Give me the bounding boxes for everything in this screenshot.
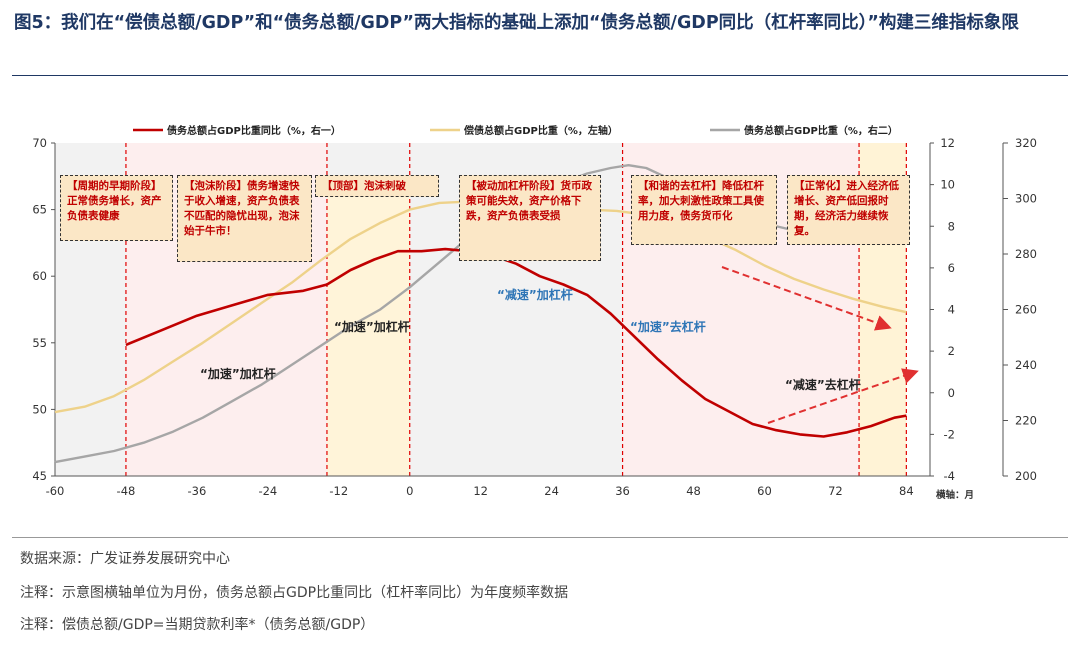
axes: -60 -48 -36 -24 -12 0 12 24 36 48 60 72 84 横轴：月455055…: [32, 136, 1037, 501]
x-tick-label: 36: [615, 484, 630, 498]
y-right1-tick-label: -2: [944, 427, 955, 441]
trend-arrow-down: [721, 266, 892, 331]
y-right2-tick-label: 240: [1015, 358, 1037, 372]
y-right1-tick-label: 12: [940, 136, 955, 150]
y-right1-tick-label: 6: [948, 261, 955, 275]
y-left-tick-label: 50: [32, 402, 47, 416]
source-note: 数据来源：广发证券发展研究中心: [20, 551, 230, 567]
stage-label: “减速”去杠杆: [785, 378, 861, 392]
x-axis-label: 横轴：月: [936, 489, 974, 501]
y-right2-tick-label: 200: [1015, 469, 1037, 483]
y-right1-tick-label: 8: [948, 219, 955, 233]
y-right2-tick-label: 300: [1015, 192, 1037, 206]
x-tick-label: 60: [757, 484, 772, 498]
y-right1-tick-label: 4: [948, 303, 955, 317]
footer-rule: [12, 537, 1068, 538]
y-right1-tick-label: 10: [940, 178, 955, 192]
x-tick-label: 48: [686, 484, 701, 498]
x-tick-label: -60: [46, 484, 65, 498]
legend-label: 债务总额占GDP比重同比（%，右一）: [167, 124, 341, 137]
note-2: 注释：偿债总额/GDP=当期贷款利率*（债务总额/GDP）: [20, 617, 375, 633]
y-right2-tick-label: 280: [1015, 247, 1037, 261]
trend-arrows: [721, 266, 919, 424]
x-tick-label: 72: [828, 484, 843, 498]
legend-label: 债务总额占GDP比重（%，右二）: [744, 124, 898, 137]
note-1: 注释：示意图横轴单位为月份，债务总额占GDP比重同比（杠杆率同比）为年度频率数据: [20, 585, 569, 601]
stage-label: “减速”加杠杆: [497, 288, 573, 302]
stage-annotation: 【正常化】进入经济低增长、资产低回报时期，经济活力继续恢复。: [787, 175, 910, 245]
stage-annotation: 【泡沫阶段】债务增速快于收入增速，资产负债表不匹配的隐忧出现，泡沫始于牛市！: [177, 175, 312, 262]
y-right2-tick-label: 220: [1015, 414, 1037, 428]
stage-annotation: 【被动加杠杆阶段】货币政策可能失效，资产价格下跌，资产负债表受损: [459, 175, 601, 261]
x-tick-label: 0: [406, 484, 413, 498]
y-right2-tick-label: 260: [1015, 303, 1037, 317]
chart-svg: -60 -48 -36 -24 -12 0 12 24 36 48 60 72 84 横轴：月455055…: [32, 124, 1037, 501]
x-tick-label: -24: [258, 484, 277, 498]
y-right1-tick-label: 0: [948, 386, 955, 400]
x-tick-label: -48: [117, 484, 136, 498]
legend: 债务总额占GDP比重同比（%，右一） 偿债总额占GDP比重（%，左轴） 债务总额占G…: [133, 124, 898, 137]
legend-label: 偿债总额占GDP比重（%，左轴）: [464, 124, 618, 137]
y-right1-tick-label: 2: [948, 344, 955, 358]
stage-annotation: 【周期的早期阶段】正常债务增长，资产负债表健康: [60, 175, 173, 241]
y-left-tick-label: 65: [32, 203, 47, 217]
stage-annotation: 【和谐的去杠杆】降低杠杆率，加大刺激性政策工具使用力度，债务货币化: [631, 175, 777, 245]
x-tick-label: -36: [187, 484, 206, 498]
y-left-tick-label: 55: [32, 336, 47, 350]
stage-annotation: 【顶部】泡沫刺破: [315, 175, 439, 197]
x-tick-label: 24: [544, 484, 559, 498]
stage-label: “加速”去杠杆: [630, 320, 706, 334]
x-tick-label: 84: [899, 484, 914, 498]
y-left-tick-label: 60: [32, 269, 47, 283]
series-line: [125, 247, 907, 438]
stage-label: “加速”加杠杆: [200, 367, 276, 381]
y-left-tick-label: 70: [32, 136, 47, 150]
x-tick-label: 12: [473, 484, 488, 498]
trend-arrow-up: [767, 368, 919, 424]
stage-label: “加速”加杠杆: [334, 320, 410, 334]
y-right1-tick-label: -4: [944, 469, 955, 483]
x-tick-label: -12: [329, 484, 348, 498]
top-band: [326, 183, 410, 476]
title-rule: [12, 75, 1068, 76]
y-left-tick-label: 45: [32, 469, 47, 483]
figure-title: 图5：我们在“偿债总额/GDP”和“债务总额/GDP”两大指标的基础上添加“债务…: [14, 13, 1019, 33]
y-right2-tick-label: 320: [1015, 136, 1037, 150]
